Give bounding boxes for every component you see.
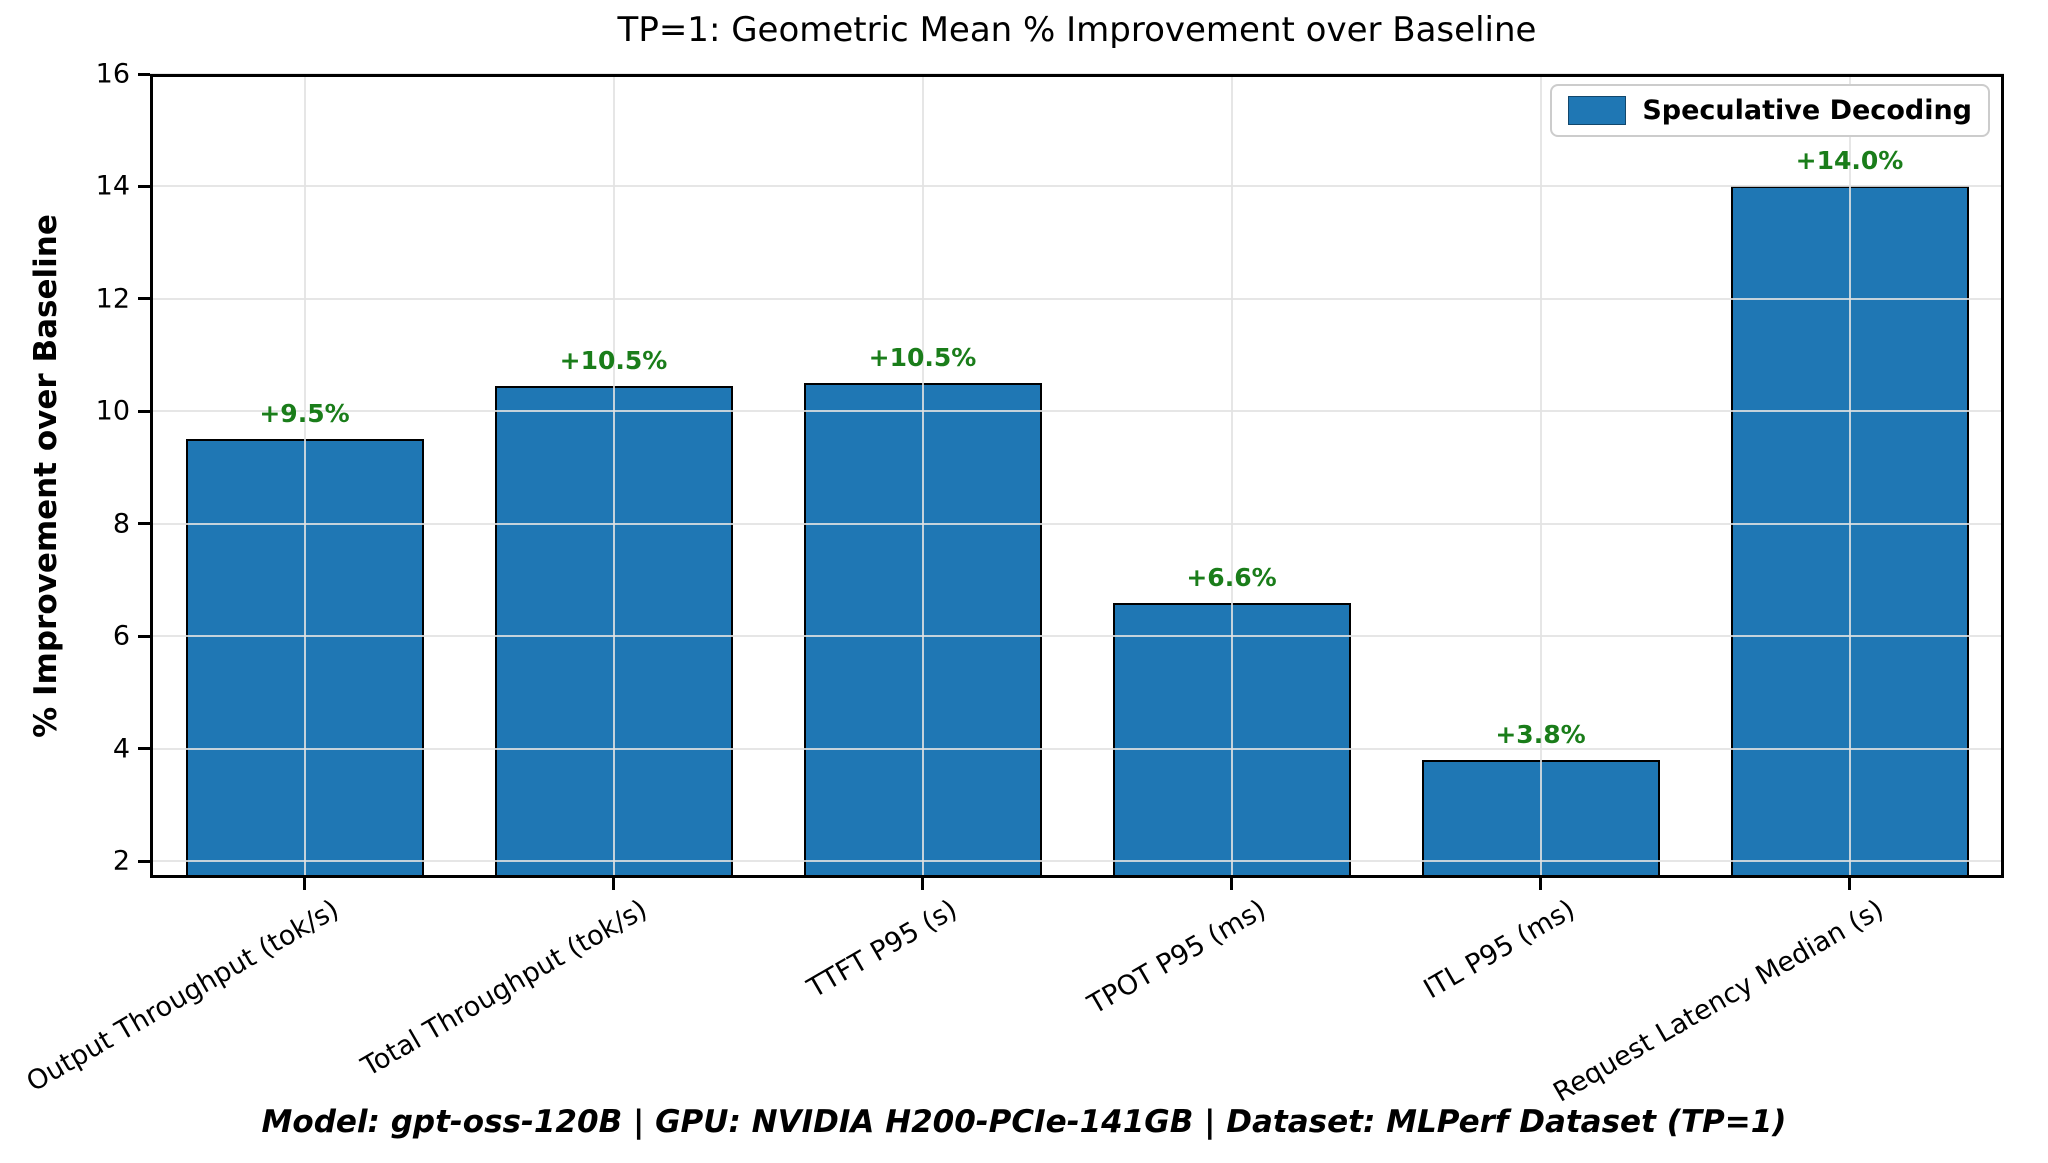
- x-tick-label: ITL P95 (ms): [1418, 894, 1580, 1006]
- footer-caption: Model: gpt-oss-120B | GPU: NVIDIA H200-P…: [261, 1104, 1787, 1140]
- gridline-horizontal: [150, 185, 2004, 188]
- gridline-vertical: [303, 74, 306, 878]
- bar-value-label: +6.6%: [1186, 562, 1277, 592]
- gridline-horizontal: [150, 522, 2004, 525]
- y-tick-mark: [138, 72, 150, 76]
- legend-label: Speculative Decoding: [1642, 95, 1972, 126]
- x-tick-mark: [1539, 878, 1542, 890]
- y-tick-mark: [138, 859, 150, 863]
- y-axis-label: % Improvement over Baseline: [28, 214, 64, 738]
- gridline-horizontal: [150, 73, 2004, 75]
- y-tick-mark: [138, 522, 150, 526]
- legend-swatch: [1568, 96, 1627, 125]
- y-tick-label: 4: [112, 733, 130, 765]
- bar-value-label: +9.5%: [259, 399, 350, 429]
- x-tick-mark: [1230, 878, 1233, 890]
- y-tick-label: 8: [112, 508, 130, 540]
- bar-value-label: +3.8%: [1495, 719, 1586, 749]
- x-tick-label: Total Throughput (tok/s): [356, 894, 653, 1083]
- x-tick-label: Output Throughput (tok/s): [21, 894, 345, 1099]
- bar-value-label: +10.5%: [868, 343, 977, 373]
- gridline-vertical: [1539, 74, 1542, 878]
- gridline-vertical: [1230, 74, 1233, 878]
- y-tick-label: 10: [95, 395, 130, 427]
- x-tick-label: Request Latency Median (s): [1548, 894, 1889, 1109]
- y-tick-label: 16: [95, 58, 130, 90]
- gridline-vertical: [1848, 74, 1851, 878]
- y-tick-mark: [138, 747, 150, 751]
- bar-value-label: +10.5%: [559, 346, 668, 376]
- legend: Speculative Decoding: [1550, 84, 1990, 137]
- bar-value-label: +14.0%: [1795, 146, 1904, 176]
- y-tick-mark: [138, 634, 150, 638]
- x-tick-label: TPOT P95 (ms): [1082, 894, 1271, 1021]
- x-tick-label: TTFT P95 (s): [801, 894, 962, 1005]
- y-tick-mark: [138, 297, 150, 301]
- gridline-horizontal: [150, 635, 2004, 638]
- gridline-horizontal: [150, 297, 2004, 300]
- gridline-horizontal: [150, 747, 2004, 750]
- gridline-horizontal: [150, 410, 2004, 413]
- chart-title: TP=1: Geometric Mean % Improvement over …: [617, 10, 1537, 50]
- x-tick-mark: [612, 878, 615, 890]
- plot-area: [150, 74, 2004, 878]
- y-tick-label: 2: [112, 845, 130, 877]
- x-tick-mark: [303, 878, 306, 890]
- y-tick-label: 12: [95, 283, 130, 315]
- gridline-horizontal: [150, 860, 2004, 863]
- y-tick-mark: [138, 409, 150, 413]
- y-tick-label: 6: [112, 620, 130, 652]
- y-tick-mark: [138, 184, 150, 188]
- x-tick-mark: [921, 878, 924, 890]
- gridline-vertical: [921, 74, 924, 878]
- y-tick-label: 14: [95, 170, 130, 202]
- gridline-vertical: [612, 74, 615, 878]
- x-tick-mark: [1848, 878, 1851, 890]
